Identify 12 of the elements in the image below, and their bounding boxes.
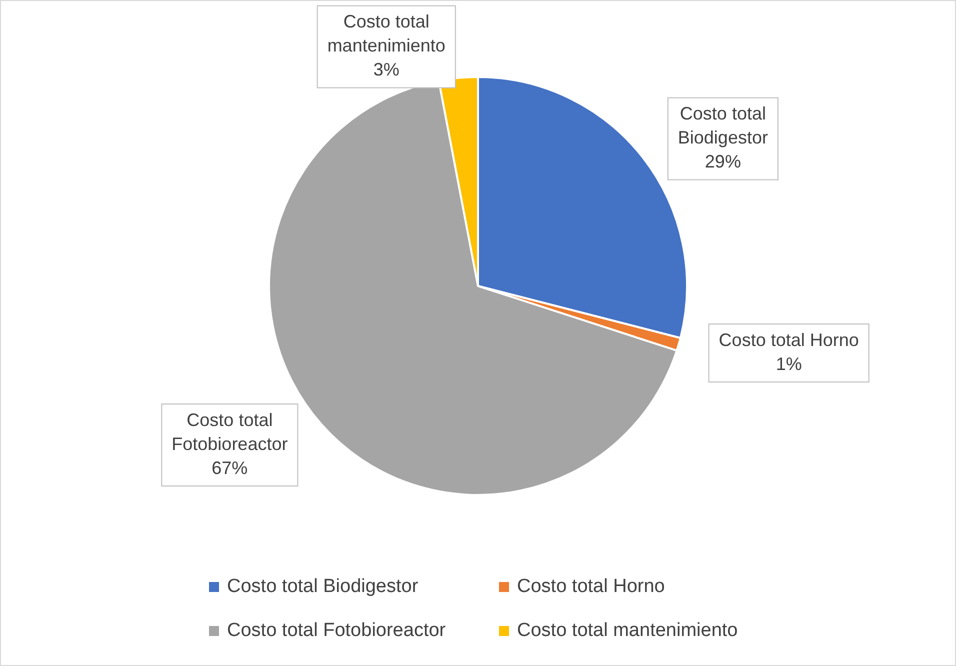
slice-label: Costo total Fotobioreactor [172, 410, 288, 454]
legend-label: Costo total Biodigestor [227, 576, 418, 598]
data-label: 67% [212, 458, 248, 478]
slice-label: Costo total Biodigestor [678, 104, 768, 148]
data-label: 3% [373, 60, 400, 80]
legend-label: Costo total mantenimiento [517, 620, 738, 642]
data-label: 29% [704, 152, 741, 172]
legend-label: Costo total Fotobioreactor [227, 620, 446, 642]
slice-label: Costo total Horno [718, 330, 859, 350]
slice-label: Costo total mantenimiento [327, 12, 446, 56]
legend-label: Costo total Horno [517, 576, 665, 598]
data-label: 1% [776, 354, 802, 374]
